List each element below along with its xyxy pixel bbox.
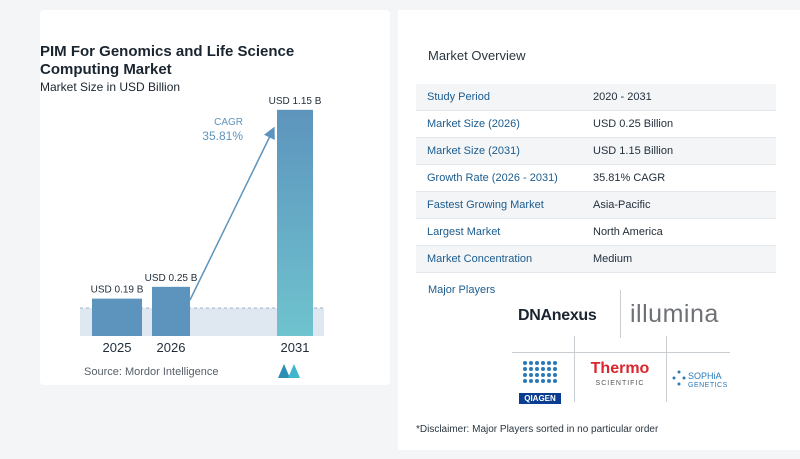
qiagen-logo: QIAGEN bbox=[519, 393, 561, 404]
chart-title: PIM For Genomics and Life Science Comput… bbox=[40, 43, 295, 78]
logo-divider bbox=[666, 336, 667, 402]
major-players-title: Major Players bbox=[428, 284, 496, 296]
overview-label: Market Size (2026) bbox=[427, 118, 520, 130]
sophia-logo-line1: SOPHiA bbox=[688, 371, 722, 381]
overview-row: Market Size (2031) USD 1.15 Billion bbox=[416, 138, 776, 165]
illumina-logo: illumina bbox=[630, 300, 719, 328]
bar-value-label: USD 1.15 B bbox=[269, 96, 322, 107]
cagr-arrow bbox=[189, 126, 275, 301]
overview-label: Market Size (2031) bbox=[427, 145, 520, 157]
overview-label: Fastest Growing Market bbox=[427, 199, 544, 211]
overview-value: USD 1.15 Billion bbox=[593, 145, 674, 157]
overview-value: Asia-Pacific bbox=[593, 199, 651, 211]
x-tick-label: 2026 bbox=[157, 340, 186, 355]
overview-row: Study Period 2020 - 2031 bbox=[416, 84, 776, 111]
overview-row: Fastest Growing Market Asia-Pacific bbox=[416, 192, 776, 219]
overview-value: 35.81% CAGR bbox=[593, 172, 666, 184]
x-tick-label: 2025 bbox=[103, 340, 132, 355]
bar-value-label: USD 0.19 B bbox=[91, 285, 144, 296]
sophia-logo-line2: GENETICS bbox=[688, 382, 728, 389]
overview-label: Largest Market bbox=[427, 226, 501, 238]
dnanexus-logo: DNAnexus bbox=[518, 307, 597, 324]
source-text: Source: Mordor Intelligence bbox=[84, 366, 219, 378]
overview-row: Market Size (2026) USD 0.25 Billion bbox=[416, 111, 776, 138]
thermo-logo-sub: SCIENTIFIC bbox=[595, 380, 645, 387]
overview-label: Study Period bbox=[427, 91, 490, 103]
x-tick-label: 2031 bbox=[281, 340, 310, 355]
cagr-value: 35.81% bbox=[202, 129, 243, 143]
overview-row: Largest Market North America bbox=[416, 219, 776, 246]
overview-value: USD 0.25 Billion bbox=[593, 118, 674, 130]
sophia-logo: SOPHiA GENETICS bbox=[688, 372, 728, 390]
bar-2026 bbox=[152, 286, 190, 336]
bar-2031 bbox=[277, 109, 313, 336]
mordor-logo-icon bbox=[278, 364, 300, 378]
overview-label: Market Concentration bbox=[427, 253, 533, 265]
logo-divider bbox=[512, 352, 730, 353]
sophia-mark-icon bbox=[672, 370, 686, 386]
thermo-logo: Thermo bbox=[590, 360, 650, 377]
overview-card bbox=[398, 10, 800, 450]
overview-value: 2020 - 2031 bbox=[593, 91, 652, 103]
bar-2025 bbox=[92, 298, 142, 336]
overview-row: Growth Rate (2026 - 2031) 35.81% CAGR bbox=[416, 165, 776, 192]
disclaimer: *Disclaimer: Major Players sorted in no … bbox=[416, 424, 659, 435]
overview-row: Market Concentration Medium bbox=[416, 246, 776, 273]
overview-value: North America bbox=[593, 226, 663, 238]
logo-divider bbox=[574, 336, 575, 402]
overview-label: Growth Rate (2026 - 2031) bbox=[427, 172, 558, 184]
bar-value-label: USD 0.25 B bbox=[145, 273, 198, 284]
overview-value: Medium bbox=[593, 253, 633, 265]
qiagen-dots-icon bbox=[523, 361, 557, 383]
chart-subtitle: Market Size in USD Billion bbox=[40, 80, 181, 94]
cagr-label: CAGR bbox=[214, 117, 243, 128]
logo-divider bbox=[620, 290, 621, 338]
overview-title: Market Overview bbox=[428, 48, 526, 63]
